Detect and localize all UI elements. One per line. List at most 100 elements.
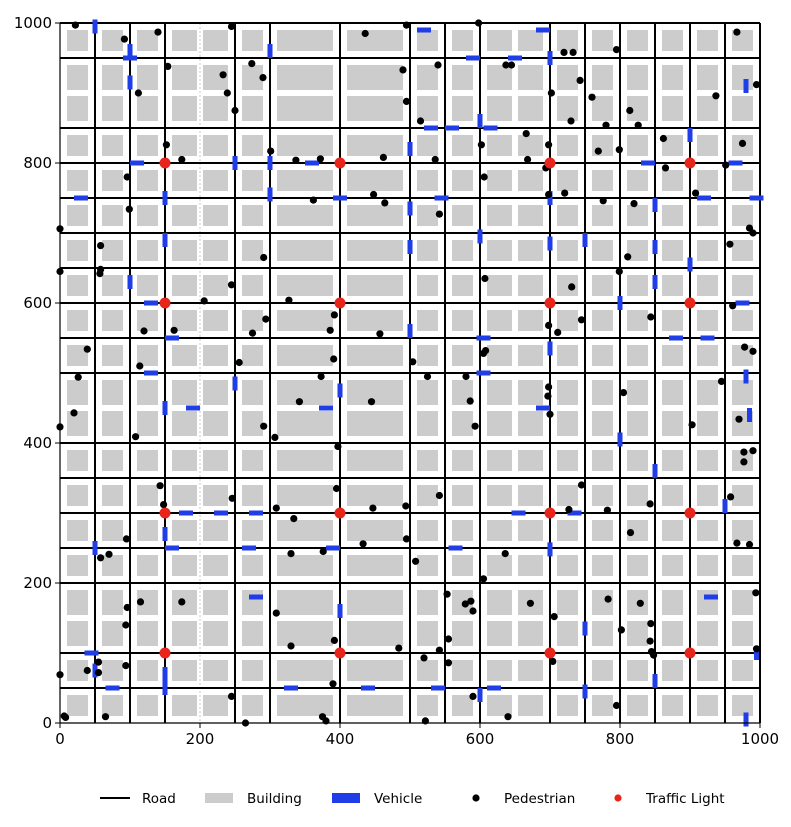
building — [137, 450, 158, 471]
y-tick-label: 1000 — [14, 14, 52, 32]
building — [242, 65, 263, 90]
building — [137, 590, 158, 615]
building — [137, 240, 158, 261]
building — [277, 411, 333, 436]
vehicle — [508, 55, 522, 61]
vehicle — [477, 114, 483, 128]
building — [697, 411, 718, 436]
building — [417, 450, 438, 471]
pedestrian — [603, 506, 612, 514]
vehicle — [130, 160, 144, 166]
x-tick-label: 800 — [606, 730, 635, 748]
vehicle — [179, 510, 193, 516]
building — [697, 205, 718, 226]
building — [592, 345, 613, 366]
pedestrian — [504, 713, 512, 721]
pedestrian — [248, 329, 257, 337]
pedestrian — [162, 141, 170, 149]
building — [697, 240, 718, 261]
y-tick-label: 400 — [23, 434, 52, 452]
building — [697, 135, 718, 156]
pedestrian — [469, 692, 477, 701]
building — [592, 310, 613, 331]
pedestrian — [369, 504, 377, 512]
building — [172, 310, 197, 331]
building — [487, 485, 512, 506]
building — [347, 520, 403, 541]
building — [732, 380, 753, 405]
building — [518, 275, 543, 296]
building — [732, 660, 753, 681]
x-tick-label: 0 — [55, 730, 65, 748]
building — [592, 555, 613, 576]
pedestrian — [554, 328, 562, 336]
pedestrian — [560, 48, 568, 57]
legend-swatch-vehicle — [332, 793, 360, 803]
pedestrian — [359, 540, 367, 548]
building — [277, 621, 333, 646]
y-tick-label: 200 — [23, 574, 52, 592]
pedestrian — [379, 153, 387, 161]
building — [662, 621, 683, 646]
building — [102, 135, 123, 156]
vehicle — [431, 685, 445, 691]
pedestrian — [565, 505, 573, 514]
vehicle — [687, 128, 693, 142]
vehicle — [652, 464, 658, 478]
pedestrian — [482, 347, 490, 355]
pedestrian — [745, 540, 754, 549]
building — [452, 275, 473, 296]
building — [417, 135, 438, 156]
building — [697, 380, 718, 405]
pedestrian — [547, 89, 556, 97]
axes: 0 200 400 600 800 1000 0 200 400 600 800 1000 — [14, 14, 779, 748]
building — [732, 240, 753, 261]
x-tick-label: 1000 — [741, 730, 779, 748]
pedestrian — [271, 433, 279, 441]
building — [732, 205, 753, 226]
building — [102, 660, 123, 681]
building — [172, 205, 197, 226]
building — [518, 205, 543, 226]
building — [452, 310, 473, 331]
building — [277, 310, 333, 331]
pedestrian — [461, 600, 469, 608]
pedestrian — [290, 515, 298, 523]
vehicle — [547, 341, 553, 356]
vehicle — [669, 335, 683, 341]
pedestrian — [735, 415, 743, 423]
building — [347, 135, 403, 156]
building — [518, 135, 543, 156]
building — [67, 520, 88, 541]
vehicle — [162, 233, 168, 247]
vehicle — [743, 79, 749, 93]
vehicle — [641, 160, 655, 166]
pedestrian — [412, 557, 420, 565]
pedestrian — [722, 161, 730, 169]
building — [172, 96, 197, 121]
building — [452, 621, 473, 646]
building — [242, 485, 263, 506]
building — [172, 30, 197, 51]
building — [137, 96, 158, 121]
building — [487, 65, 512, 90]
pedestrian — [97, 242, 105, 250]
building — [697, 621, 718, 646]
building — [172, 240, 197, 261]
building — [203, 411, 228, 436]
building — [697, 96, 718, 121]
vehicle — [477, 688, 483, 702]
vehicle — [249, 510, 263, 516]
building — [242, 621, 263, 646]
x-tick-label: 400 — [326, 730, 355, 748]
building — [417, 555, 438, 576]
building — [518, 30, 543, 51]
building — [137, 555, 158, 576]
building — [592, 590, 613, 615]
pedestrian — [136, 362, 144, 370]
building — [347, 695, 403, 716]
building — [347, 485, 403, 506]
vehicle — [617, 432, 623, 447]
building — [452, 135, 473, 156]
